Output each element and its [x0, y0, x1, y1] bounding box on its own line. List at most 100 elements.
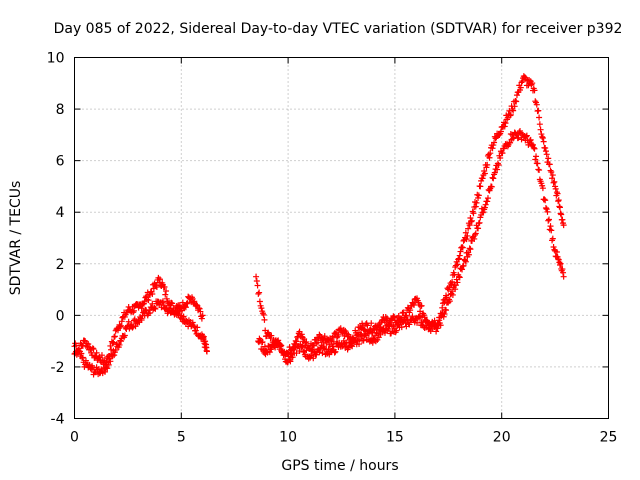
data-point — [129, 324, 136, 331]
data-point — [152, 305, 159, 312]
y-axis-label: SDTVAR / TECUs — [8, 181, 24, 296]
data-point — [533, 153, 540, 160]
data-point — [85, 341, 92, 348]
data-point — [153, 284, 160, 291]
data-point — [495, 161, 502, 168]
data-point — [112, 346, 119, 353]
data-point — [169, 300, 176, 307]
data-point — [183, 300, 190, 307]
data-point — [298, 331, 305, 338]
data-point — [545, 155, 552, 162]
data-point — [510, 107, 517, 114]
data-point — [470, 210, 477, 217]
data-point — [481, 204, 488, 211]
data-point — [299, 343, 306, 350]
data-point — [289, 354, 296, 361]
data-point — [268, 345, 275, 352]
data-point — [203, 348, 210, 355]
data-point — [258, 305, 265, 312]
data-point — [497, 154, 504, 161]
data-point — [544, 208, 551, 215]
data-point — [549, 175, 556, 182]
data-point — [163, 288, 170, 295]
data-point — [259, 339, 266, 346]
data-point — [433, 328, 440, 335]
data-point — [479, 209, 486, 216]
data-point — [403, 312, 410, 319]
data-point — [310, 342, 317, 349]
data-point — [421, 314, 428, 321]
data-point — [456, 252, 463, 259]
data-point — [410, 302, 417, 309]
data-point — [116, 341, 123, 348]
data-point — [449, 278, 456, 285]
data-point — [192, 327, 199, 334]
data-point — [464, 232, 471, 239]
data-point — [406, 321, 413, 328]
data-point — [449, 288, 456, 295]
data-point — [555, 198, 562, 205]
data-point — [398, 324, 405, 331]
data-point — [131, 307, 138, 314]
data-point — [480, 209, 487, 216]
data-point — [163, 295, 170, 302]
x-tick-label: 15 — [386, 430, 404, 446]
data-point — [560, 222, 567, 229]
y-tick-label: 8 — [56, 102, 65, 118]
data-point — [443, 307, 450, 314]
data-point — [98, 352, 105, 359]
data-point — [196, 305, 203, 312]
data-point — [536, 121, 543, 128]
data-point — [552, 185, 559, 192]
data-point — [254, 282, 261, 289]
data-point — [560, 273, 567, 280]
data-point — [475, 225, 482, 232]
x-axis-label: GPS time / hours — [281, 458, 398, 474]
data-point — [532, 98, 539, 105]
data-point — [491, 169, 498, 176]
data-point — [531, 87, 538, 94]
data-point — [511, 103, 518, 110]
data-point — [162, 291, 169, 298]
data-point — [377, 331, 384, 338]
data-point — [523, 132, 530, 139]
data-point — [468, 217, 475, 224]
data-point — [424, 318, 431, 325]
x-tick-label: 0 — [70, 430, 79, 446]
data-point — [543, 206, 550, 213]
data-point — [417, 314, 424, 321]
data-point — [526, 137, 533, 144]
data-point — [475, 195, 482, 202]
data-point — [368, 320, 375, 327]
data-point — [276, 340, 283, 347]
data-point — [460, 262, 467, 269]
data-point — [151, 304, 158, 311]
y-tick-label: -2 — [51, 360, 65, 376]
data-point — [455, 256, 462, 263]
data-point — [409, 313, 416, 320]
data-point — [198, 315, 205, 322]
data-point — [184, 300, 191, 307]
data-point — [191, 323, 198, 330]
y-tick-label: 10 — [47, 51, 65, 67]
data-point — [536, 114, 543, 121]
series-group — [255, 127, 567, 366]
data-point — [332, 348, 339, 355]
data-point — [462, 258, 469, 265]
y-tick-label: 2 — [56, 257, 65, 273]
data-point — [556, 204, 563, 211]
data-point — [507, 139, 514, 146]
data-point — [360, 337, 367, 344]
data-point — [199, 312, 206, 319]
data-point — [440, 313, 447, 320]
data-point — [452, 286, 459, 293]
data-point — [542, 145, 549, 152]
data-point — [449, 291, 456, 298]
data-point — [489, 174, 496, 181]
data-point — [557, 210, 564, 217]
series-group — [71, 293, 206, 378]
data-point — [499, 150, 506, 157]
data-point — [104, 365, 111, 372]
data-point — [518, 79, 525, 86]
data-point — [507, 111, 514, 118]
